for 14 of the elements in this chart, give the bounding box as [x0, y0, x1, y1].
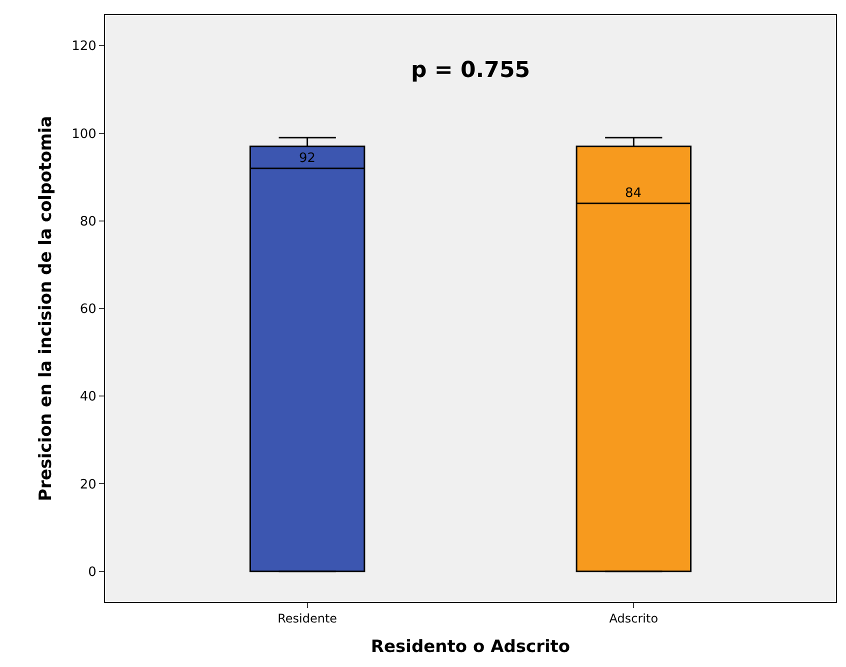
annotation: p = 0.755: [411, 58, 530, 83]
x-tick-label: Residente: [278, 611, 338, 626]
y-axis-title: Presicion en la incision de la colpotomia: [36, 116, 56, 502]
x-axis-title: Residento o Adscrito: [370, 636, 570, 657]
annotation: 84: [625, 186, 642, 201]
y-tick-label: 80: [80, 214, 96, 230]
y-tick-label: 60: [80, 302, 96, 318]
x-tick-label: Adscrito: [609, 611, 658, 626]
y-tick-label: 120: [72, 39, 96, 54]
y-tick-label: 40: [80, 390, 96, 405]
y-tick-label: 100: [72, 126, 96, 142]
y-tick-label: 20: [80, 477, 96, 492]
y-tick-label: 0: [88, 564, 96, 580]
annotation: 92: [299, 151, 316, 166]
